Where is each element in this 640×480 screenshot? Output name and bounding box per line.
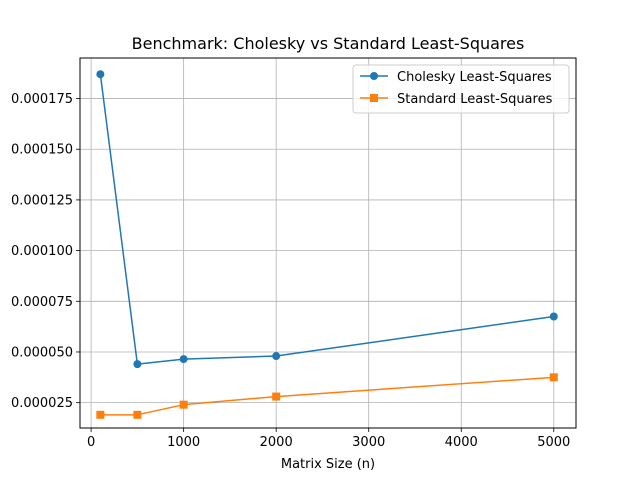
- series-standard-least-squares: [96, 373, 558, 419]
- data-point-cholesky-least-squares: [133, 360, 142, 369]
- x-tick-label: 3000: [352, 435, 385, 450]
- y-tick-label: 0.000050: [11, 345, 73, 360]
- y-tick-label: 0.000025: [11, 396, 73, 411]
- series-cholesky-least-squares: [96, 70, 558, 369]
- x-tick-label: 2000: [260, 435, 293, 450]
- data-point-cholesky-least-squares: [549, 312, 558, 321]
- y-tick-label: 0.000150: [11, 143, 73, 158]
- series-layer: [96, 70, 558, 419]
- data-point-standard-least-squares: [96, 410, 105, 419]
- data-point-standard-least-squares: [133, 410, 142, 419]
- y-tick-label: 0.000175: [11, 92, 73, 107]
- data-point-standard-least-squares: [549, 373, 558, 382]
- legend: Cholesky Least-Squares Standard Least-Sq…: [352, 64, 570, 114]
- y-tick-label: 0.000075: [11, 295, 73, 310]
- legend-marker-cholesky: [370, 72, 378, 80]
- x-tick-label: 5000: [537, 435, 570, 450]
- x-tick-label: 0: [87, 435, 95, 450]
- x-tick-label: 4000: [445, 435, 478, 450]
- data-point-cholesky-least-squares: [179, 355, 188, 364]
- chart-title: Benchmark: Cholesky vs Standard Least-Sq…: [132, 34, 525, 53]
- plot-area-frame: [79, 57, 577, 429]
- axis-ticks: 0 1000 2000 3000 4000 5000 0.000025 0.000050 0.0…: [11, 92, 570, 450]
- x-axis-title: Matrix Size (n): [281, 457, 375, 472]
- y-tick-label: 0.000125: [11, 193, 73, 208]
- grid: [80, 58, 576, 428]
- legend-label-standard: Standard Least-Squares: [397, 92, 553, 107]
- data-point-standard-least-squares: [179, 400, 188, 409]
- x-tick-label: 1000: [167, 435, 200, 450]
- data-point-cholesky-least-squares: [96, 70, 105, 79]
- y-tick-label: 0.000100: [11, 244, 73, 259]
- legend-box: [352, 64, 570, 114]
- data-point-standard-least-squares: [272, 392, 281, 401]
- legend-label-cholesky: Cholesky Least-Squares: [397, 70, 552, 85]
- data-point-cholesky-least-squares: [272, 352, 281, 361]
- legend-marker-standard: [370, 94, 378, 102]
